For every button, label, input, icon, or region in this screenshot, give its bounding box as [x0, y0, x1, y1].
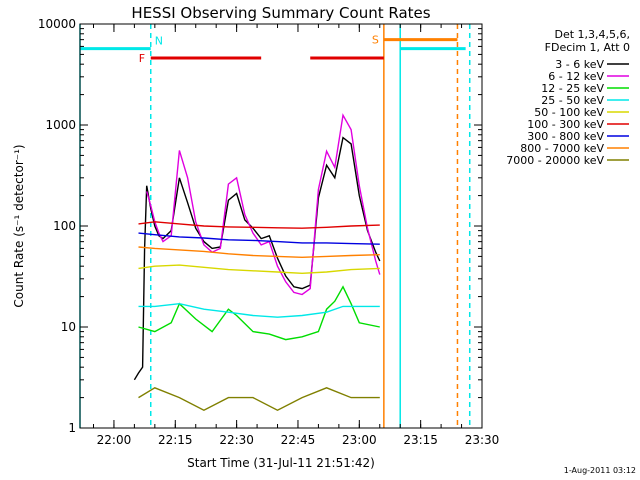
x-axis-label: Start Time (31-Jul-11 21:51:42)	[187, 456, 375, 470]
legend-entry-label-8: 800 - 7000 keV	[520, 142, 604, 155]
legend-entry-label-9: 7000 - 20000 keV	[506, 154, 604, 167]
footer-date: 1-Aug-2011 03:12	[564, 466, 636, 475]
chart-title: HESSI Observing Summary Count Rates	[131, 4, 430, 22]
x-tick-label-2: 22:15	[158, 433, 193, 447]
legend-entry-label-3: 12 - 25 keV	[541, 82, 604, 95]
series-line-1	[133, 136, 381, 381]
y-tick-label-1: 1	[68, 421, 76, 435]
legend-header-line-2: FDecim 1, Att 0	[545, 41, 630, 54]
series-line-3	[138, 285, 380, 341]
legend-entry-label-2: 6 - 12 keV	[548, 70, 604, 83]
plot-frame	[79, 23, 483, 429]
x-tick-label-7: 23:30	[465, 433, 500, 447]
legend-entry-label-1: 3 - 6 keV	[555, 58, 604, 71]
plot-area: NF S	[79, 24, 471, 428]
series-line-9	[138, 387, 380, 411]
legend-header-line-1: Det 1,3,4,5,6,	[554, 28, 630, 41]
series-line-2	[146, 113, 381, 296]
y-axis-label: Count Rate (s⁻¹ detector⁻¹)	[12, 144, 26, 307]
x-tick-label-5: 23:00	[342, 433, 377, 447]
y-tick-label-5: 10000	[38, 17, 76, 31]
legend-entry-label-6: 100 - 300 keV	[527, 118, 604, 131]
series-line-5	[138, 264, 380, 275]
annotation-s: S	[372, 34, 379, 47]
series-line-4	[138, 302, 380, 318]
annotation-f: F	[139, 52, 145, 65]
series-line-6	[138, 221, 380, 229]
series-line-7	[138, 232, 380, 245]
legend-entry-label-4: 25 - 50 keV	[541, 94, 604, 107]
y-tick-label-4: 1000	[45, 118, 76, 132]
x-tick-label-3: 22:30	[219, 433, 254, 447]
series-line-8	[138, 246, 380, 259]
y-tick-label-3: 100	[53, 219, 76, 233]
y-tick-label-2: 10	[61, 320, 76, 334]
x-tick-label-4: 22:45	[281, 433, 316, 447]
axes: 22:00 22:15 22:30 22:45 23:00 23:15 23:30 1 10 10…	[38, 17, 499, 447]
annotation-n: N	[155, 35, 163, 48]
x-tick-label-1: 22:00	[97, 433, 132, 447]
legend: Det 1,3,4,5,6, FDecim 1, Att 0 3 - 6 keV…	[506, 28, 630, 167]
legend-entry-label-5: 50 - 100 keV	[534, 106, 604, 119]
legend-entry-label-7: 300 - 800 keV	[527, 130, 604, 143]
x-tick-label-6: 23:15	[403, 433, 438, 447]
